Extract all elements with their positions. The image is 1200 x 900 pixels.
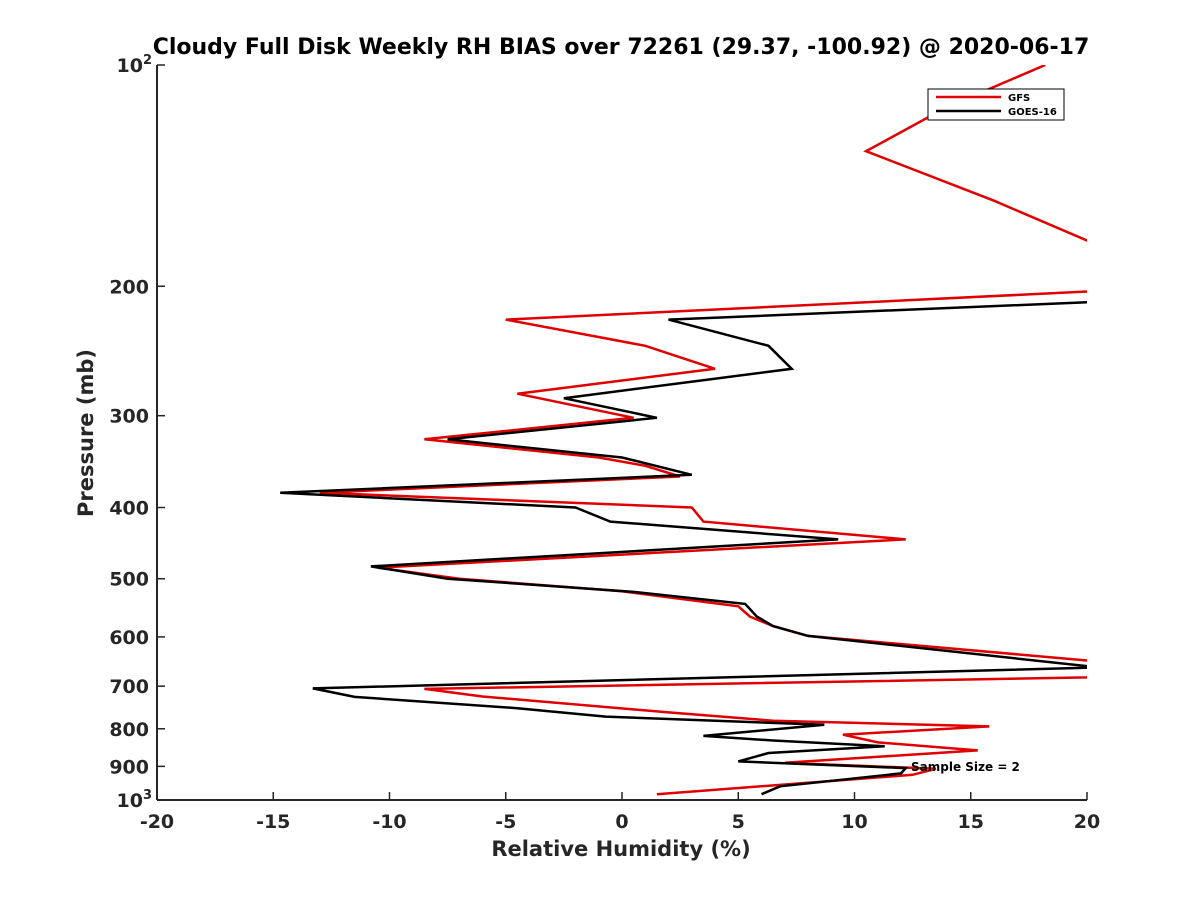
- series-layer: [280, 65, 1087, 796]
- axes: [156, 65, 1087, 801]
- x-tick-label: -15: [256, 811, 290, 833]
- y-tick-label: 400: [109, 498, 149, 520]
- x-tick-label: 5: [732, 811, 745, 833]
- x-tick-label: 0: [615, 811, 628, 833]
- legend-label-goes16: GOES-16: [1008, 107, 1057, 118]
- legend: GFS GOES-16: [927, 88, 1065, 121]
- y-tick-label: 103: [117, 788, 153, 812]
- chart-title: Cloudy Full Disk Weekly RH BIAS over 722…: [153, 35, 1090, 60]
- y-tick-label: 700: [109, 676, 149, 698]
- y-tick-label: 900: [109, 756, 149, 778]
- y-tick-label: 800: [109, 719, 149, 741]
- legend-label-gfs: GFS: [1008, 93, 1030, 104]
- x-tick-label: -20: [140, 811, 174, 833]
- x-tick-label: 20: [1074, 811, 1100, 833]
- x-axis-label: Relative Humidity (%): [491, 837, 750, 861]
- y-axis-ticks: 102 200 300 400 500 600 700 800 900 103: [109, 53, 165, 812]
- x-tick-label: 10: [841, 811, 867, 833]
- y-tick-label: 500: [109, 569, 149, 591]
- x-axis-ticks: -20 -15 -10 -5 0 5 10 15 20: [140, 792, 1100, 833]
- x-tick-label: 15: [958, 811, 984, 833]
- y-tick-label: 200: [109, 276, 149, 298]
- y-tick-label: 102: [117, 53, 153, 77]
- y-tick-label: 600: [109, 627, 149, 649]
- x-tick-label: -5: [495, 811, 516, 833]
- sample-size-annotation: Sample Size = 2: [911, 760, 1020, 774]
- y-tick-label: 300: [109, 406, 149, 428]
- series-line-goes16: [280, 301, 1087, 796]
- y-axis-label: Pressure (mb): [74, 349, 98, 517]
- x-tick-label: -10: [372, 811, 406, 833]
- legend-box: [927, 88, 1065, 121]
